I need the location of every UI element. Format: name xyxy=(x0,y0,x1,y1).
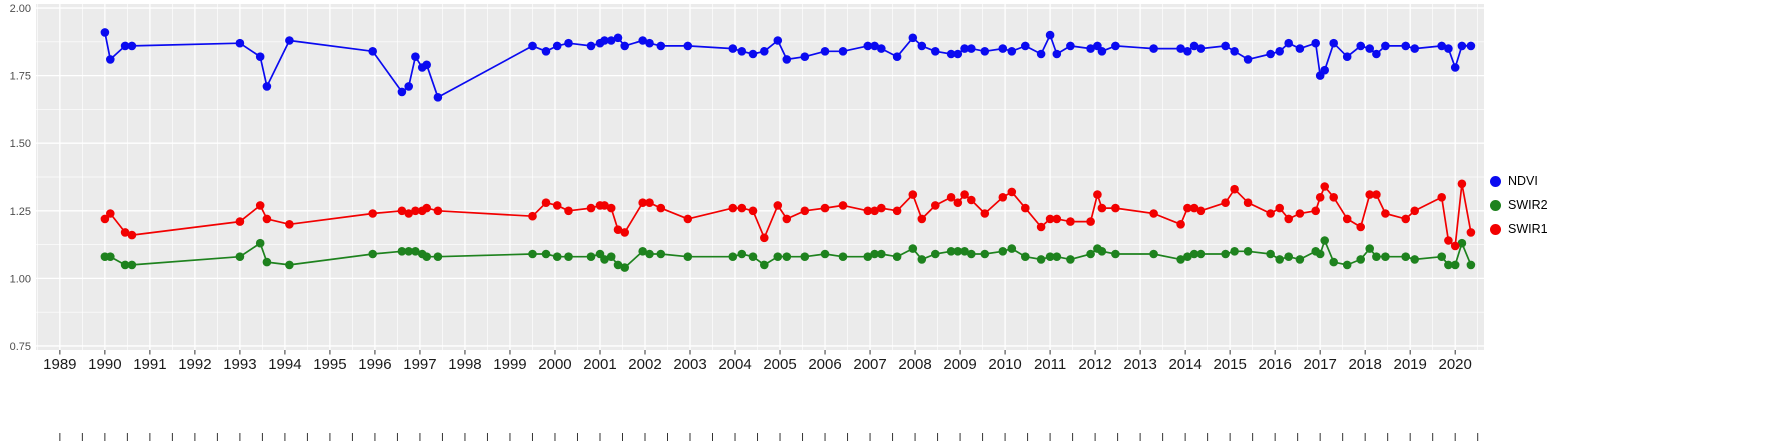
svg-text:2010: 2010 xyxy=(988,356,1021,373)
x-axis-ticks xyxy=(59,350,1456,355)
svg-text:1.50: 1.50 xyxy=(10,138,31,150)
svg-text:2005: 2005 xyxy=(763,356,796,373)
svg-text:2004: 2004 xyxy=(718,356,751,373)
legend-item-ndvi: NDVI xyxy=(1490,173,1548,190)
svg-text:2011: 2011 xyxy=(1034,356,1066,373)
svg-text:2002: 2002 xyxy=(628,356,661,373)
svg-text:2018: 2018 xyxy=(1348,356,1381,373)
svg-text:2017: 2017 xyxy=(1303,356,1336,373)
svg-text:2019: 2019 xyxy=(1393,356,1426,373)
svg-text:1993: 1993 xyxy=(223,356,256,373)
svg-text:0.75: 0.75 xyxy=(10,341,31,353)
svg-text:2001: 2001 xyxy=(583,356,616,373)
svg-text:2020: 2020 xyxy=(1439,356,1472,373)
svg-text:2003: 2003 xyxy=(673,356,706,373)
gridlines xyxy=(36,4,1484,350)
svg-text:1994: 1994 xyxy=(268,356,301,373)
svg-text:2008: 2008 xyxy=(898,356,931,373)
svg-text:1.00: 1.00 xyxy=(10,273,31,285)
svg-text:2016: 2016 xyxy=(1258,356,1291,373)
svg-text:1998: 1998 xyxy=(448,356,481,373)
svg-text:2014: 2014 xyxy=(1168,356,1201,373)
legend: NDVI SWIR2 SWIR1 xyxy=(1490,173,1548,238)
svg-text:2012: 2012 xyxy=(1078,356,1111,373)
svg-text:1997: 1997 xyxy=(403,356,436,373)
svg-text:1991: 1991 xyxy=(133,356,166,373)
y-axis-labels: 2.00 1.75 1.50 1.25 1.00 0.75 xyxy=(10,3,31,353)
x-axis-labels: 1989 1990 1991 1992 1993 1994 1995 1996 1997 1998… xyxy=(43,356,1472,373)
series-ndvi xyxy=(100,28,1476,102)
swir2-key-dot-icon xyxy=(1490,200,1501,211)
svg-text:2007: 2007 xyxy=(853,356,886,373)
svg-text:2006: 2006 xyxy=(808,356,841,373)
svg-text:1990: 1990 xyxy=(88,356,121,373)
svg-text:1999: 1999 xyxy=(493,356,526,373)
svg-text:2000: 2000 xyxy=(538,356,571,373)
swir1-key-dot-icon xyxy=(1490,224,1501,235)
svg-text:2009: 2009 xyxy=(943,356,976,373)
legend-label-ndvi: NDVI xyxy=(1508,174,1538,189)
legend-label-swir2: SWIR2 xyxy=(1508,198,1548,213)
svg-text:2015: 2015 xyxy=(1213,356,1246,373)
ndvi-key-dot-icon xyxy=(1490,176,1501,187)
svg-text:1.25: 1.25 xyxy=(10,206,31,218)
legend-item-swir1: SWIR1 xyxy=(1490,221,1548,238)
series-swir1 xyxy=(100,179,1476,251)
svg-text:1989: 1989 xyxy=(43,356,76,373)
legend-label-swir1: SWIR1 xyxy=(1508,222,1548,237)
bottom-edge-ticks xyxy=(59,433,1479,441)
svg-text:1.75: 1.75 xyxy=(10,71,31,83)
series-swir2 xyxy=(100,236,1476,272)
legend-item-swir2: SWIR2 xyxy=(1490,197,1548,214)
svg-text:1995: 1995 xyxy=(313,356,346,373)
svg-text:2.00: 2.00 xyxy=(10,3,31,15)
svg-text:1996: 1996 xyxy=(358,356,391,373)
svg-text:2013: 2013 xyxy=(1123,356,1156,373)
svg-text:1992: 1992 xyxy=(178,356,211,373)
